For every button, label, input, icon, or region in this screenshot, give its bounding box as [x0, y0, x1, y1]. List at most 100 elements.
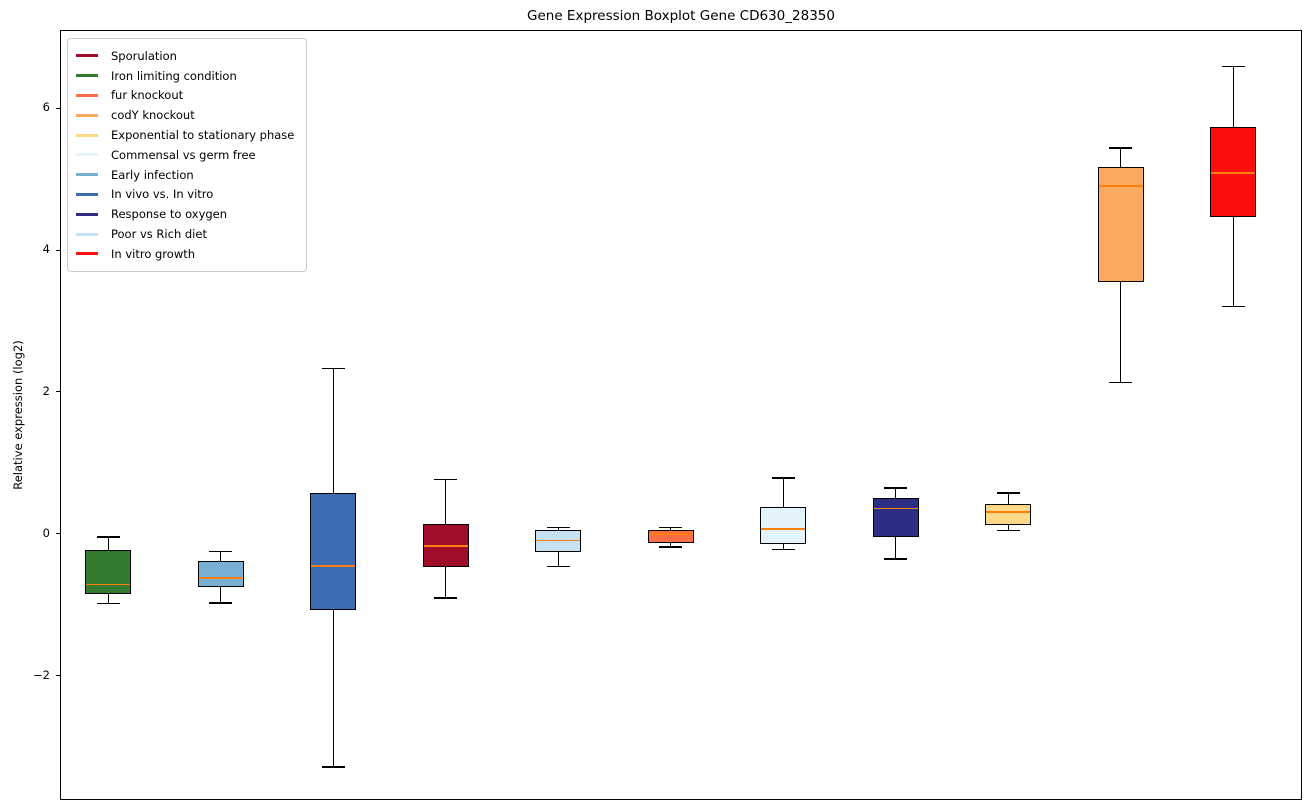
whisker-cap-lower [546, 566, 570, 568]
whisker-lower-line [445, 566, 447, 599]
y-tick-label: −2 [33, 667, 50, 682]
whisker-lower-line [895, 537, 897, 559]
y-tick-mark [56, 533, 60, 535]
whisker-cap-upper [884, 487, 908, 489]
median-line [873, 507, 918, 510]
legend-label: Iron limiting condition [111, 68, 237, 83]
median-line [761, 528, 806, 530]
whisker-cap-lower [1221, 305, 1245, 307]
legend-item: Sporulation [76, 46, 294, 66]
legend-item: In vivo vs. In vitro [76, 185, 294, 205]
boxplot-box [760, 507, 807, 545]
whisker-cap-upper [321, 368, 345, 370]
whisker-upper-line [107, 537, 109, 550]
y-axis-label: Relative expression (log2) [11, 340, 25, 490]
legend-item: Exponential to stationary phase [76, 125, 294, 145]
legend-swatch [76, 54, 98, 58]
boxplot-box [647, 529, 694, 543]
whisker-lower-line [107, 593, 109, 604]
legend-swatch [76, 192, 98, 196]
median-line [648, 533, 693, 535]
legend-label: Early infection [111, 167, 194, 182]
whisker-upper-line [782, 478, 784, 508]
legend-swatch [76, 153, 98, 157]
whisker-cap-upper [771, 477, 795, 479]
whisker-cap-upper [1109, 147, 1133, 149]
legend-item: In vitro growth [76, 244, 294, 264]
whisker-cap-upper [434, 478, 458, 481]
y-tick-mark [56, 391, 60, 393]
legend-label: In vitro growth [111, 246, 196, 261]
whisker-cap-lower [884, 558, 908, 560]
y-tick-label: 0 [42, 525, 50, 540]
legend-item: Poor vs Rich diet [76, 224, 294, 244]
whisker-lower-line [670, 542, 672, 547]
legend-label: Sporulation [111, 48, 177, 63]
legend-label: Commensal vs germ free [111, 147, 256, 162]
whisker-cap-lower [434, 597, 458, 599]
legend-label: Response to oxygen [111, 207, 228, 222]
y-tick-label: 4 [42, 242, 50, 256]
whisker-lower-line [1232, 216, 1234, 307]
whisker-cap-upper [1221, 65, 1245, 68]
median-line [1211, 172, 1256, 174]
whisker-cap-upper [659, 527, 683, 529]
boxplot-box [422, 523, 469, 567]
boxplot-box [985, 503, 1032, 525]
whisker-cap-lower [1109, 381, 1133, 383]
legend-label: Exponential to stationary phase [111, 128, 295, 143]
legend-item: codY knockout [76, 105, 294, 125]
whisker-upper-line [220, 551, 222, 562]
legend-swatch [76, 93, 98, 97]
legend-label: fur knockout [111, 88, 184, 103]
whisker-lower-line [220, 586, 222, 603]
plot-area: Sporulation Iron limiting condition fur kn… [60, 30, 1302, 800]
legend-swatch [76, 173, 98, 177]
median-line [986, 511, 1031, 513]
legend-swatch [76, 133, 98, 137]
whisker-upper-line [1232, 66, 1234, 127]
boxplot-box [85, 549, 132, 594]
whisker-cap-lower [321, 766, 345, 768]
whisker-lower-line [557, 551, 559, 567]
legend-label: In vivo vs. In vitro [111, 187, 214, 202]
y-tick-mark [56, 249, 60, 251]
whisker-upper-line [332, 368, 334, 493]
whisker-lower-line [1120, 282, 1122, 383]
whisker-cap-lower [96, 603, 120, 605]
whisker-upper-line [895, 488, 897, 498]
boxplot-box [1210, 126, 1257, 217]
legend-item: Response to oxygen [76, 204, 294, 224]
whisker-upper-line [1007, 493, 1009, 504]
whisker-cap-upper [96, 536, 120, 538]
median-line [311, 565, 356, 567]
whisker-cap-upper [996, 492, 1020, 494]
whisker-upper-line [1120, 148, 1122, 168]
legend-swatch [76, 212, 98, 216]
legend-label: codY knockout [111, 108, 195, 123]
legend-swatch [76, 252, 98, 256]
y-tick-label: 2 [42, 383, 50, 398]
legend-label: Poor vs Rich diet [111, 227, 207, 242]
boxplot-box [310, 493, 357, 611]
whisker-upper-line [557, 527, 559, 530]
legend-item: Iron limiting condition [76, 66, 294, 86]
median-line [536, 539, 581, 542]
y-tick-mark [56, 675, 60, 677]
whisker-cap-lower [209, 602, 233, 604]
legend-item: fur knockout [76, 86, 294, 106]
whisker-lower-line [1007, 524, 1009, 531]
whisker-lower-line [782, 544, 784, 550]
y-tick-label: 6 [42, 100, 50, 115]
whisker-cap-upper [209, 551, 233, 553]
boxplot-box [197, 561, 244, 587]
legend-item: Early infection [76, 165, 294, 185]
whisker-upper-line [670, 527, 672, 530]
whisker-cap-upper [546, 527, 570, 529]
y-tick-mark [56, 107, 60, 109]
median-line [423, 545, 468, 548]
median-line [86, 583, 131, 586]
median-line [1098, 184, 1143, 187]
boxplot-box [872, 497, 919, 537]
